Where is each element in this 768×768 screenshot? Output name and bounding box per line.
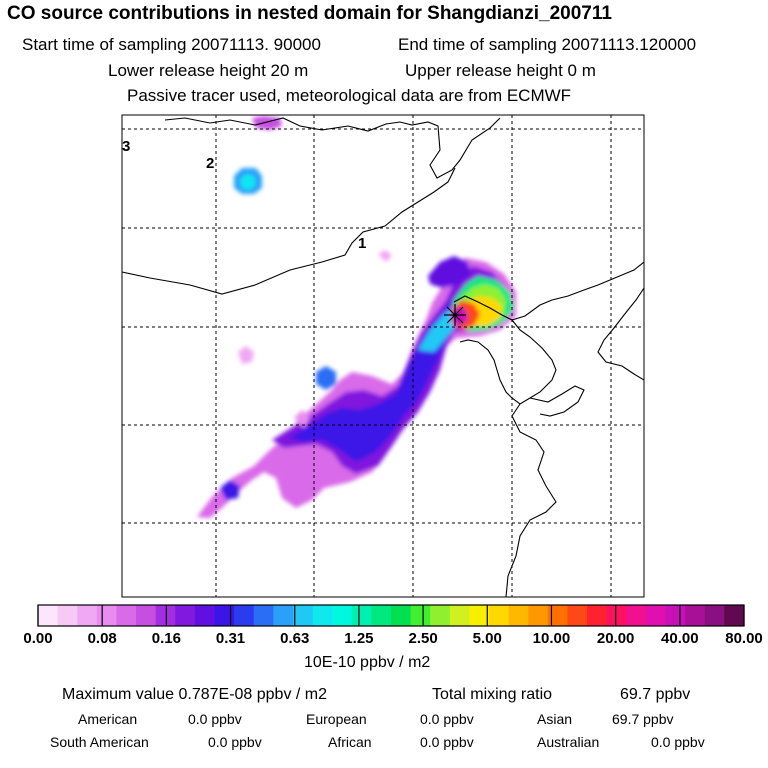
plume-contour (428, 256, 470, 288)
coastlines (122, 117, 644, 597)
map-background (122, 115, 644, 597)
end-time-label: End time of sampling 20071113.120000 (398, 35, 697, 54)
colorbar-tick-label: 20.00 (596, 630, 635, 647)
total-mixing-label: Total mixing ratio (432, 686, 553, 703)
region-name-american: American (78, 711, 138, 727)
region-value-south-american: 0.0 ppbv (208, 734, 262, 750)
colorbar-tick-label: 0.08 (87, 630, 117, 647)
colorbar-tick-label: 80.00 (725, 630, 763, 647)
plume-contour (378, 250, 392, 262)
plume-contour (316, 366, 336, 390)
plume-contour (220, 480, 240, 500)
border-inner (122, 167, 456, 295)
plume-contour (238, 346, 254, 364)
map-label-1: 1 (358, 235, 366, 252)
coast-east (511, 261, 644, 321)
max-value-label: Maximum value 0.787E-08 ppbv / m2 (62, 686, 328, 703)
region-name-european: European (306, 711, 367, 727)
colorbar-tick-label: 0.31 (215, 630, 246, 647)
colorbar-tick-label: 1.25 (344, 630, 374, 647)
colorbar-tick-label: 0.00 (23, 630, 53, 647)
lower-release-label: Lower release height 20 m (108, 61, 309, 80)
colorbar-tick-label: 10.00 (532, 630, 571, 647)
upper-release-label: Upper release height 0 m (405, 61, 596, 80)
region-name-asian: Asian (537, 711, 573, 727)
coast-korea (597, 287, 644, 381)
region-name-south-american: South American (50, 734, 149, 750)
map-label-2: 2 (206, 155, 214, 172)
coast-shandong (529, 385, 585, 417)
border-northern (164, 117, 501, 179)
receptor-cross-d2 (446, 306, 464, 324)
region-value-african: 0.0 ppbv (420, 734, 474, 750)
region-value-american: 0.0 ppbv (188, 711, 242, 727)
tracer-label: Passive tracer used, meteorological data… (127, 86, 572, 105)
region-name-australian: Australian (537, 734, 600, 750)
total-mixing-value: 69.7 ppbv (620, 686, 691, 703)
region-value-australian: 0.0 ppbv (651, 734, 705, 750)
plume-contour (252, 116, 282, 130)
grid-lines (122, 115, 644, 597)
region-value-asian: 69.7 ppbv (612, 711, 674, 727)
colorbar-tick-label: 0.16 (151, 630, 181, 647)
coast-bohai (453, 295, 557, 405)
colorbar-tick-label: 2.50 (408, 630, 438, 647)
plume-contour (294, 410, 310, 428)
start-time-label: Start time of sampling 20071113. 90000 (22, 35, 321, 54)
map-frame (121, 114, 645, 598)
region-name-african: African (328, 734, 372, 750)
colorbar-tick-label: 40.00 (661, 630, 699, 647)
coast-south (505, 403, 557, 597)
region-value-european: 0.0 ppbv (420, 711, 474, 727)
map-label-3: 3 (122, 138, 130, 155)
plume-contour (240, 174, 256, 190)
colorbar-tick-label: 5.00 (472, 630, 502, 647)
colorbar-tick-label: 0.63 (280, 630, 310, 647)
receptor-marker (444, 304, 466, 326)
colorbar-unit-label: 10E-10 ppbv / m2 (304, 654, 431, 671)
chart-title: CO source contributions in nested domain… (7, 3, 612, 24)
